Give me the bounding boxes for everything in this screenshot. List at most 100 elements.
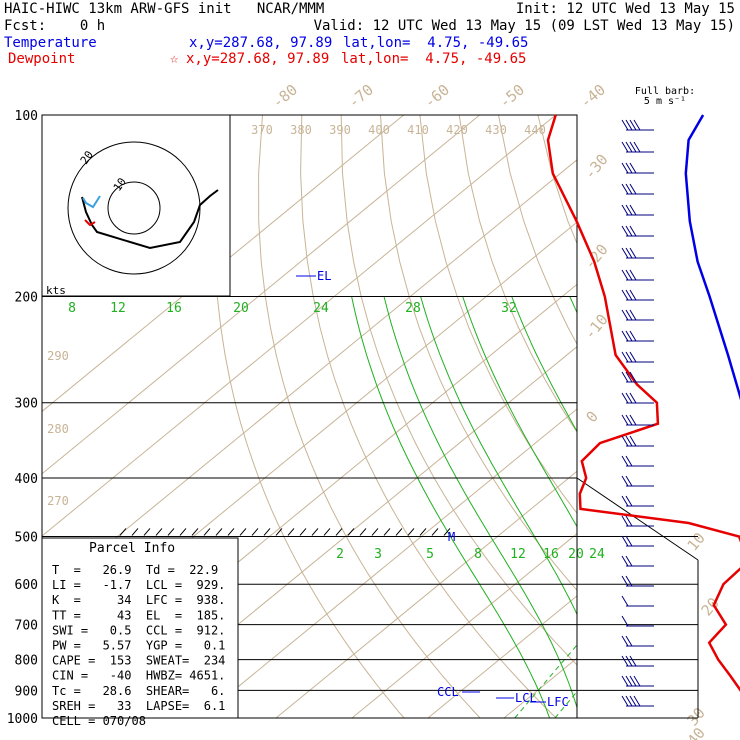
- wind-barb-flag: [621, 351, 629, 363]
- mixing-ratio-label: 16: [543, 547, 559, 562]
- ccl-label: CCL: [437, 685, 459, 699]
- wind-barb-flag: [625, 247, 633, 259]
- mixing-ratio-label: 28: [405, 301, 421, 316]
- lfc-label: LFC: [547, 695, 569, 709]
- header-line1-left: HAIC-HIWC 13km ARW-GFS init NCAR/MMM: [4, 1, 325, 17]
- wind-barb-flag: [629, 247, 637, 259]
- moist-adiabat-line: [383, 296, 577, 710]
- dry-adiabat-line: [735, 115, 740, 718]
- hatch-mark: [251, 528, 259, 536]
- header-line2-left: Fcst: 0 h: [4, 18, 106, 34]
- hatch-mark: [419, 528, 427, 536]
- wind-barb-flag: [629, 435, 637, 447]
- wind-barb-flag: [625, 435, 633, 447]
- wind-barb-flag: [625, 535, 633, 547]
- wind-barb-flag: [629, 204, 637, 216]
- wind-barb-flag: [629, 162, 637, 174]
- dry-adiabat-line: [380, 115, 577, 592]
- header-line2-right: Valid: 12 UTC Wed 13 May 15 (09 LST Wed …: [313, 18, 735, 34]
- dry-adiabat-line: [498, 115, 577, 346]
- wind-barb-flag: [625, 635, 633, 647]
- isotherm-line: [42, 159, 577, 599]
- hatch-mark: [131, 528, 139, 536]
- theta-label: 420: [446, 123, 468, 137]
- parcel-info-row: TT = 43 EL = 185.: [52, 608, 225, 622]
- temperature-legend-label: Temperature: [4, 35, 97, 51]
- wind-barb-flag: [629, 289, 637, 301]
- frame-diagonal: [576, 477, 699, 561]
- wind-barb-flag: [629, 225, 637, 237]
- temperature-trace: [684, 114, 740, 401]
- theta-label: 390: [329, 123, 351, 137]
- wind-barb-flag: [621, 119, 629, 131]
- hatch-mark: [179, 528, 187, 536]
- parcel-info-row: K = 34 LFC = 938.: [52, 593, 225, 607]
- parcel-info-row: CELL = 070/08: [52, 714, 146, 728]
- hatch-mark: [395, 528, 403, 536]
- isotherm-line: [275, 470, 577, 718]
- wind-barb-flag: [625, 309, 633, 321]
- wind-barb-flag: [621, 414, 629, 426]
- wind-barb-flag: [621, 309, 629, 321]
- mixing-ratio-label: 12: [110, 301, 126, 316]
- moist-adiabat-line: [511, 296, 577, 433]
- hatch-mark: [287, 528, 295, 536]
- hodograph-inset: [41, 114, 231, 297]
- theta-label: 290: [47, 349, 69, 363]
- wind-barb-flag: [621, 371, 629, 383]
- mixing-ratio-label: 20: [568, 547, 584, 562]
- isotherm-label: 0: [582, 408, 602, 426]
- wind-barb-flag: [625, 495, 633, 507]
- hodograph-ring: [107, 181, 161, 235]
- moist-adiabat-line: [723, 297, 740, 719]
- dewpoint-trace: [546, 114, 740, 693]
- hatch-mark: [383, 528, 391, 536]
- mixing-ratio-label: 2: [336, 547, 344, 562]
- dry-adiabat-line: [258, 115, 481, 718]
- wind-barb-flag: [621, 392, 629, 404]
- wind-barb-flag: [625, 204, 633, 216]
- isotherm-line: [42, 115, 556, 537]
- lcl-label: LCL: [515, 691, 537, 705]
- wind-barb-flag: [625, 515, 633, 527]
- mixing-ratio-label: 32: [501, 301, 517, 316]
- wind-barb-flag: [625, 269, 633, 281]
- wind-barb-flag: [629, 269, 637, 281]
- isotherm-label: -50: [496, 81, 528, 112]
- wind-barb-flag: [629, 351, 637, 363]
- wind-barb-flag: [625, 475, 633, 487]
- dry-adiabat-line: [340, 115, 577, 666]
- wind-barb-flag: [625, 575, 633, 587]
- moist-adiabat-line: [569, 296, 577, 314]
- wind-barb-flag: [621, 695, 629, 707]
- wind-barb-flag: [621, 495, 629, 507]
- hatch-mark: [143, 528, 151, 536]
- wind-barb-flag: [621, 183, 629, 195]
- wind-barb-flag: [625, 351, 633, 363]
- wind-barb-flag: [625, 289, 633, 301]
- wind-barb-flag: [621, 595, 629, 607]
- wind-barb-flag: [629, 330, 637, 342]
- hatch-mark: [275, 528, 283, 536]
- parcel-info-row: SWI = 0.5 CCL = 912.: [52, 623, 225, 637]
- wind-barb-flag: [625, 330, 633, 342]
- theta-label: 440: [524, 123, 546, 137]
- wind-barb-flag: [633, 675, 641, 687]
- isotherm-label: -60: [421, 81, 453, 112]
- wind-barb-flag: [625, 455, 633, 467]
- parcel-info-title: Parcel Info: [89, 541, 175, 556]
- wind-barb-flag: [625, 655, 633, 667]
- hodograph-lowlevel-trace: [82, 195, 101, 209]
- hatch-mark: [371, 528, 379, 536]
- mixing-ratio-label: 24: [313, 301, 329, 316]
- hatch-mark: [407, 528, 415, 536]
- isotherm-label: 40: [683, 724, 708, 740]
- mixing-ratio-label: 24: [589, 547, 605, 562]
- wind-barb-flag: [621, 555, 629, 567]
- mixing-ratio-line: [554, 690, 577, 718]
- pressure-tick-label: 700: [15, 619, 38, 634]
- theta-label: 370: [251, 123, 273, 137]
- hatch-mark: [155, 528, 163, 536]
- hodograph-ring-label: 10: [111, 175, 129, 193]
- pressure-tick-label: 800: [15, 654, 38, 669]
